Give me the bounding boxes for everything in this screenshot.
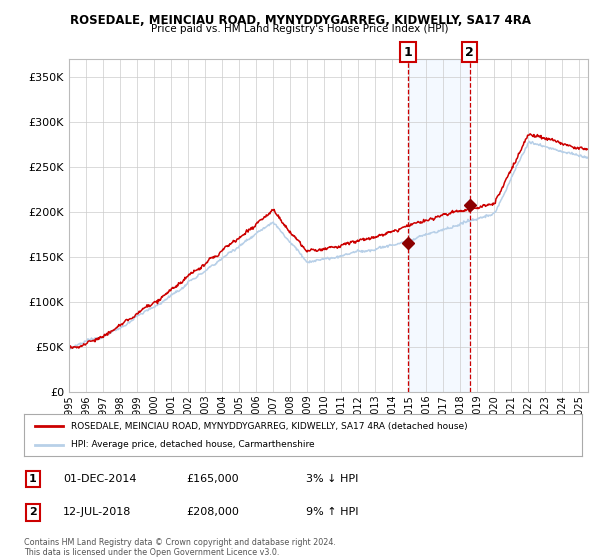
Text: HPI: Average price, detached house, Carmarthenshire: HPI: Average price, detached house, Carm…: [71, 440, 315, 449]
Text: 1: 1: [404, 46, 412, 59]
Text: Contains HM Land Registry data © Crown copyright and database right 2024.
This d: Contains HM Land Registry data © Crown c…: [24, 538, 336, 557]
Text: 12-JUL-2018: 12-JUL-2018: [63, 507, 131, 517]
Text: 2: 2: [29, 507, 37, 517]
Text: £165,000: £165,000: [186, 474, 239, 484]
Text: 2: 2: [465, 46, 474, 59]
Text: 9% ↑ HPI: 9% ↑ HPI: [306, 507, 359, 517]
Text: ROSEDALE, MEINCIAU ROAD, MYNYDDYGARREG, KIDWELLY, SA17 4RA (detached house): ROSEDALE, MEINCIAU ROAD, MYNYDDYGARREG, …: [71, 422, 468, 431]
Text: 3% ↓ HPI: 3% ↓ HPI: [306, 474, 358, 484]
Text: ROSEDALE, MEINCIAU ROAD, MYNYDDYGARREG, KIDWELLY, SA17 4RA: ROSEDALE, MEINCIAU ROAD, MYNYDDYGARREG, …: [70, 14, 530, 27]
Text: Price paid vs. HM Land Registry's House Price Index (HPI): Price paid vs. HM Land Registry's House …: [151, 24, 449, 34]
Text: 1: 1: [29, 474, 37, 484]
Text: £208,000: £208,000: [186, 507, 239, 517]
Bar: [408, 59, 470, 392]
Text: 01-DEC-2014: 01-DEC-2014: [63, 474, 137, 484]
